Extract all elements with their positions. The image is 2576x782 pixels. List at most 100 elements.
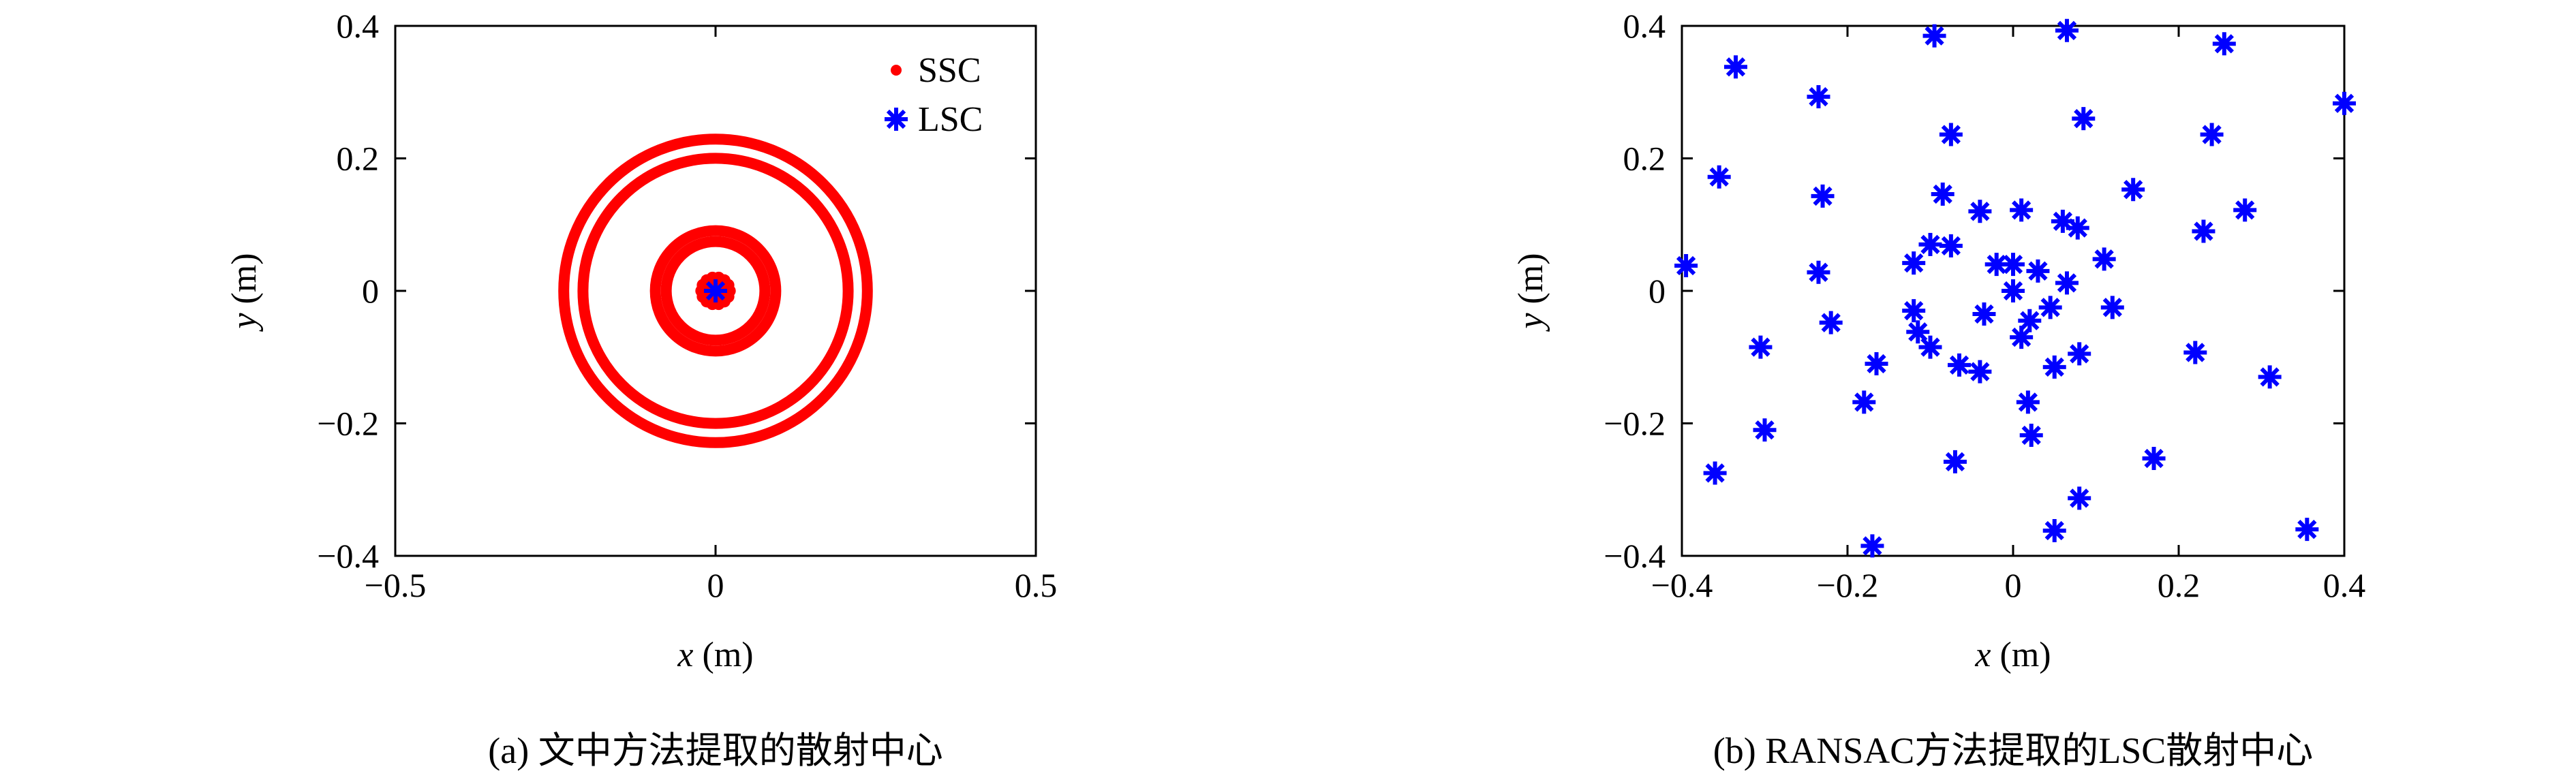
- y-tick-label: 0.2: [1623, 140, 1666, 178]
- ssc-ring: [660, 236, 771, 346]
- lsc-point: [1902, 299, 1926, 323]
- lsc-point: [1902, 251, 1926, 275]
- lsc-point: [2042, 519, 2066, 543]
- lsc-point: [1939, 234, 1963, 257]
- lsc-point: [2233, 198, 2257, 222]
- x-tick-label: 0.2: [2158, 566, 2201, 604]
- lsc-point: [2258, 365, 2282, 389]
- y-tick-label: 0: [362, 272, 379, 310]
- panel-b: −0.4 −0.2 0 0.2 0.4−0.4−0.200.20.4x (m)y (m)…: [1512, 7, 2365, 771]
- y-tick-label: 0: [1649, 272, 1666, 310]
- legend-marker-ssc: [891, 65, 902, 76]
- ssc-point: [722, 279, 735, 292]
- lsc-point: [1865, 351, 1888, 375]
- legend-label: SSC: [918, 51, 981, 90]
- y-tick-label: −0.2: [317, 405, 379, 443]
- lsc-point: [1860, 534, 1884, 558]
- lsc-point: [2018, 309, 2042, 332]
- ssc-ring: [558, 134, 873, 448]
- y-axis-label: y (m): [225, 253, 264, 332]
- y-axis-label-var: y: [1512, 313, 1550, 332]
- lsc-point: [2072, 107, 2096, 131]
- lsc-point: [2183, 341, 2207, 364]
- lsc-point: [1906, 320, 1930, 344]
- lsc-point: [2295, 518, 2319, 542]
- lsc-point: [1749, 335, 1773, 359]
- lsc-point: [2019, 424, 2043, 448]
- lsc-point: [1931, 183, 1954, 206]
- lsc-point: [2200, 123, 2224, 146]
- lsc-point: [1918, 335, 1942, 359]
- lsc-point: [2042, 355, 2066, 379]
- lsc-point: [2212, 32, 2236, 56]
- lsc-point: [1852, 390, 1876, 414]
- x-axis-label-var: x: [1974, 636, 1991, 674]
- lsc-point: [1723, 55, 1747, 79]
- x-tick-label: 0: [707, 566, 724, 604]
- lsc-point: [2055, 18, 2079, 42]
- y-axis-label-unit: (m): [225, 253, 264, 313]
- lsc-point: [2038, 296, 2062, 319]
- lsc-point: [2121, 178, 2145, 202]
- lsc-point: [2016, 390, 2040, 414]
- x-tick-label: −0.2: [1817, 566, 1879, 604]
- legend-marker-lsc: [885, 108, 908, 131]
- lsc-point: [1674, 254, 1698, 278]
- lsc-point: [1968, 200, 1992, 223]
- lsc-point: [2142, 447, 2166, 471]
- lsc-point: [1807, 260, 1830, 284]
- panel-a: −0.5 0 0.5−0.4−0.200.20.4x (m)y (m)(a) 文中方…: [225, 7, 1057, 771]
- lsc-point: [2333, 91, 2356, 115]
- lsc-point: [2092, 247, 2116, 271]
- x-axis-label-unit: (m): [1991, 636, 2051, 674]
- x-axis-label-var: x: [677, 636, 693, 674]
- x-axis-label-unit: (m): [694, 636, 754, 674]
- lsc-point: [1811, 184, 1835, 208]
- lsc-point: [1819, 311, 1843, 334]
- lsc-point: [2068, 486, 2091, 510]
- lsc-point: [2055, 271, 2079, 295]
- x-axis-label: x (m): [1974, 636, 2051, 674]
- y-tick-label: −0.4: [317, 537, 379, 575]
- y-axis-label: y (m): [1512, 253, 1550, 332]
- ssc-ring: [649, 225, 782, 357]
- lsc-point: [1707, 165, 1731, 189]
- lsc-point: [1948, 353, 1972, 377]
- legend: SSC LSC: [885, 51, 983, 139]
- lsc-point: [1918, 232, 1942, 256]
- panel-caption: (b) RANSAC方法提取的LSC散射中心: [1713, 730, 2314, 771]
- y-tick-label: 0.4: [337, 7, 380, 45]
- lsc-point: [2010, 326, 2034, 349]
- y-tick-label: −0.4: [1604, 537, 1666, 575]
- lsc-point: [2066, 216, 2089, 240]
- y-axis-label-var: y: [225, 313, 264, 332]
- lsc-point: [704, 279, 727, 302]
- lsc-point: [1703, 461, 1727, 485]
- lsc-point: [2002, 253, 2025, 277]
- lsc-point: [1968, 360, 1992, 384]
- lsc-point: [2002, 279, 2025, 302]
- lsc-point: [1943, 450, 1967, 473]
- x-tick-label: 0.5: [1015, 566, 1058, 604]
- lsc-point: [1922, 24, 1946, 48]
- lsc-point: [1807, 85, 1830, 109]
- y-tick-label: 0.2: [337, 140, 380, 178]
- x-tick-label: −0.4: [1651, 566, 1713, 604]
- lsc-point: [2026, 259, 2050, 283]
- x-tick-label: 0.4: [2323, 566, 2366, 604]
- lsc-point: [2192, 219, 2215, 243]
- y-axis-label-unit: (m): [1512, 253, 1550, 313]
- x-axis-label: x (m): [677, 636, 753, 674]
- legend-label: LSC: [918, 100, 983, 139]
- lsc-point: [1984, 253, 2008, 277]
- y-tick-label: −0.2: [1604, 405, 1666, 443]
- x-tick-label: −0.5: [365, 566, 427, 604]
- lsc-point: [1939, 123, 1963, 146]
- panel-caption: (a) 文中方法提取的散射中心: [488, 730, 942, 771]
- ssc-ring: [577, 153, 854, 429]
- x-tick-label: 0: [2005, 566, 2022, 604]
- lsc-point: [1972, 302, 1996, 326]
- lsc-point: [2010, 198, 2034, 222]
